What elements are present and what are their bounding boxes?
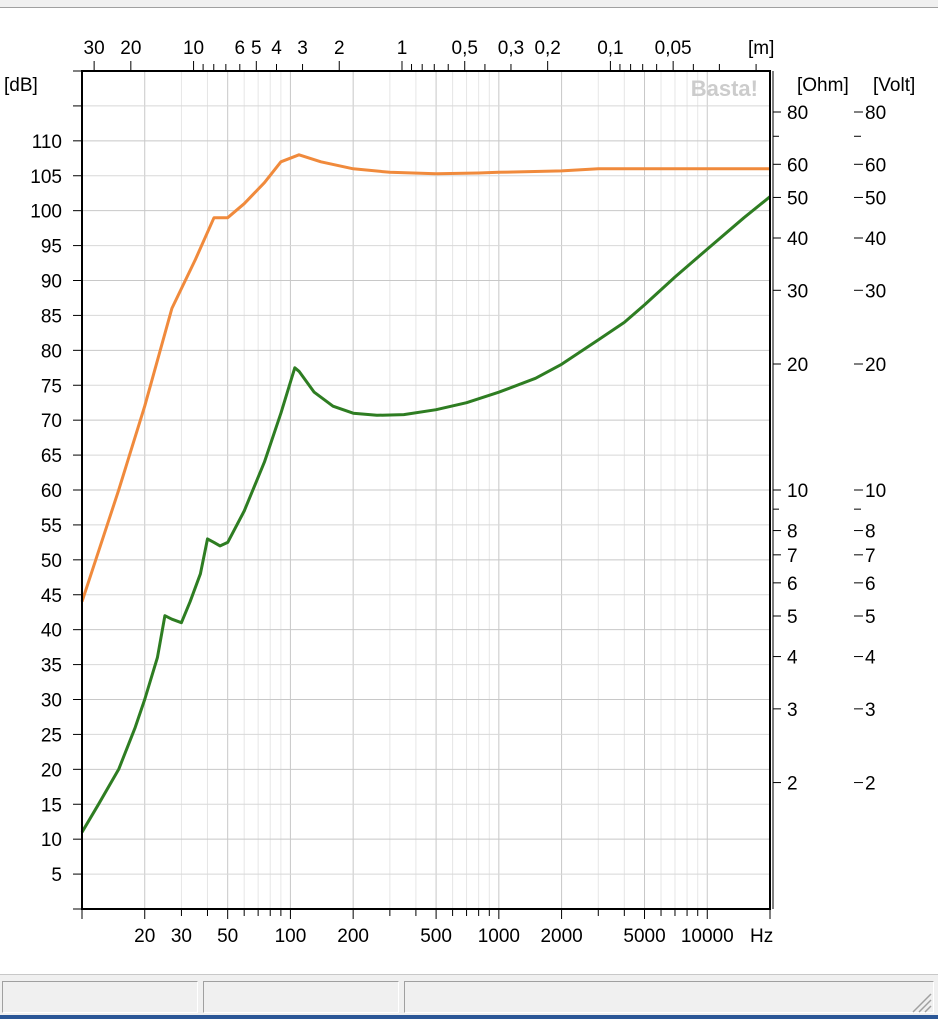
volt-tick-label: 30 bbox=[865, 281, 886, 302]
series-line-1 bbox=[80, 153, 770, 603]
series-layer bbox=[80, 153, 771, 833]
top-tick-label: 0,05 bbox=[655, 38, 692, 59]
y-tick-label: 55 bbox=[41, 516, 62, 537]
top-tick-label: 0,2 bbox=[534, 38, 560, 59]
x-tick-label: 200 bbox=[337, 926, 369, 947]
top-tick-label: 5 bbox=[251, 38, 262, 59]
top-tick-label: 3 bbox=[297, 38, 308, 59]
y-tick-label: 75 bbox=[41, 376, 62, 397]
y-tick-label: 70 bbox=[41, 411, 62, 432]
volt-tick-label: 5 bbox=[865, 607, 876, 628]
top-tick-label: 10 bbox=[183, 38, 204, 59]
y-tick-label: 45 bbox=[41, 586, 62, 607]
x-tick-label: 100 bbox=[275, 926, 307, 947]
x-tick-label: 1000 bbox=[478, 926, 520, 947]
volt-tick-label: 10 bbox=[865, 481, 886, 502]
top-tick-label: 6 bbox=[235, 38, 246, 59]
ohm-tick-label: 4 bbox=[787, 648, 798, 669]
y-tick-label: 85 bbox=[41, 306, 62, 327]
top-axis-label: [m] bbox=[748, 38, 774, 59]
x-tick-label: 5000 bbox=[623, 926, 665, 947]
top-tick-label: 4 bbox=[271, 38, 282, 59]
y-tick-label: 15 bbox=[41, 795, 62, 816]
x-tick-label: 500 bbox=[420, 926, 452, 947]
y-tick-label: 25 bbox=[41, 725, 62, 746]
y-tick-label: 90 bbox=[41, 272, 62, 293]
y-tick-label: 10 bbox=[41, 830, 62, 851]
y-tick-label: 65 bbox=[41, 446, 62, 467]
ohm-tick-label: 50 bbox=[787, 188, 808, 209]
top-tick-label: 0,1 bbox=[597, 38, 623, 59]
y-tick-label: 60 bbox=[41, 481, 62, 502]
y-tick-label: 100 bbox=[30, 202, 62, 223]
series-line-2 bbox=[80, 195, 771, 833]
y-tick-label: 5 bbox=[51, 865, 62, 886]
y-tick-label: 30 bbox=[41, 691, 62, 712]
y-tick-label: 20 bbox=[41, 760, 62, 781]
volt-tick-label: 50 bbox=[865, 188, 886, 209]
ohm-axis-label: [Ohm] bbox=[797, 75, 849, 96]
ohm-tick-label: 40 bbox=[787, 229, 808, 250]
top-tick-label: 2 bbox=[334, 38, 345, 59]
x-tick-label: 50 bbox=[217, 926, 238, 947]
volt-tick-label: 6 bbox=[865, 574, 876, 595]
ohm-tick-label: 60 bbox=[787, 155, 808, 176]
x-tick-label: 20 bbox=[134, 926, 155, 947]
y-tick-label: 35 bbox=[41, 656, 62, 677]
top-tick-label: 20 bbox=[120, 38, 141, 59]
y-tick-label: 50 bbox=[41, 551, 62, 572]
x-tick-label: 10000 bbox=[681, 926, 734, 947]
ohm-tick-label: 6 bbox=[787, 574, 798, 595]
ohm-tick-label: 80 bbox=[787, 103, 808, 124]
taskbar-edge bbox=[0, 1015, 938, 1019]
top-tick-label: 30 bbox=[84, 38, 105, 59]
y-tick-label: 95 bbox=[41, 237, 62, 258]
left-axis-label: [dB] bbox=[4, 75, 38, 96]
volt-axis-label: [Volt] bbox=[873, 75, 915, 96]
frequency-response-chart: Basta! 20 30 50 100 200 500 1000 2000 5000 10000 3… bbox=[4, 38, 915, 947]
volt-tick-label: 20 bbox=[865, 355, 886, 376]
status-panel-2 bbox=[203, 981, 399, 1013]
major-grid bbox=[82, 71, 770, 909]
status-panel-3 bbox=[404, 981, 934, 1013]
ohm-tick-label: 10 bbox=[787, 481, 808, 502]
resize-grip-icon[interactable] bbox=[910, 991, 932, 1013]
ohm-tick-label: 3 bbox=[787, 700, 798, 721]
ohm-tick-label: 8 bbox=[787, 522, 798, 543]
window-top-edge bbox=[0, 0, 938, 8]
y-tick-label: 105 bbox=[30, 167, 62, 188]
volt-tick-label: 80 bbox=[865, 103, 886, 124]
volt-tick-label: 2 bbox=[865, 774, 876, 795]
ohm-tick-label: 20 bbox=[787, 355, 808, 376]
volt-tick-label: 3 bbox=[865, 700, 876, 721]
x-axis-unit-label: Hz bbox=[750, 926, 773, 947]
ohm-tick-label: 5 bbox=[787, 607, 798, 628]
top-tick-label: 0,3 bbox=[498, 38, 524, 59]
top-tick-label: 1 bbox=[397, 38, 408, 59]
status-panel-1 bbox=[2, 981, 198, 1013]
top-tick-label: 0,5 bbox=[452, 38, 478, 59]
status-bar bbox=[0, 974, 938, 1019]
y-tick-label: 80 bbox=[41, 341, 62, 362]
x-tick-label: 30 bbox=[171, 926, 192, 947]
ohm-tick-label: 30 bbox=[787, 281, 808, 302]
volt-tick-label: 60 bbox=[865, 155, 886, 176]
volt-tick-label: 8 bbox=[865, 522, 876, 543]
y-tick-label: 40 bbox=[41, 621, 62, 642]
watermark: Basta! bbox=[691, 76, 758, 101]
x-tick-label: 2000 bbox=[540, 926, 582, 947]
ohm-tick-label: 2 bbox=[787, 774, 798, 795]
y-tick-label: 110 bbox=[32, 132, 62, 153]
ohm-tick-label: 7 bbox=[787, 546, 798, 567]
volt-tick-label: 4 bbox=[865, 648, 876, 669]
volt-tick-label: 40 bbox=[865, 229, 886, 250]
volt-tick-label: 7 bbox=[865, 546, 876, 567]
